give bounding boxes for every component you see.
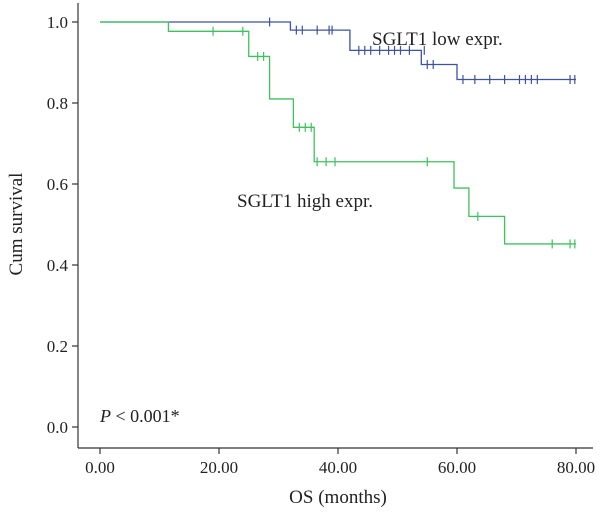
y-tick-label-5: 1.0 [47, 13, 68, 32]
y-axis-label: Cum survival [6, 173, 27, 276]
y-tick-label-3: 0.6 [47, 175, 68, 194]
y-tick-label-4: 0.8 [47, 94, 68, 113]
p-value-text: < 0.001* [111, 406, 180, 426]
y-tick-label-2: 0.4 [47, 256, 69, 275]
x-tick-label-2: 40.00 [319, 458, 357, 477]
axes: 0.0 0.2 0.4 0.6 0.8 1.0 0.00 20.00 40.00 60.00 80… [47, 3, 595, 477]
y-ticks: 0.0 0.2 0.4 0.6 0.8 1.0 [47, 13, 78, 437]
x-ticks: 0.00 20.00 40.00 60.00 80.00 [85, 448, 595, 477]
series-label-high: SGLT1 high expr. [237, 191, 373, 212]
p-value-symbol: P [99, 406, 111, 426]
series-label-low: SGLT1 low expr. [372, 29, 503, 50]
y-tick-label-1: 0.2 [47, 337, 68, 356]
x-tick-label-1: 20.00 [200, 458, 238, 477]
series-0 [100, 17, 576, 85]
plot-area [100, 17, 576, 249]
y-tick-label-0: 0.0 [47, 418, 68, 437]
p-value-annotation: P < 0.001* [99, 406, 180, 426]
x-tick-label-3: 60.00 [438, 458, 476, 477]
series-1-step-line [100, 21, 576, 245]
x-tick-label-0: 0.00 [85, 458, 115, 477]
x-axis-label: OS (months) [289, 487, 387, 508]
series-1 [100, 21, 576, 249]
series-0-step-line [100, 21, 576, 81]
x-tick-label-4: 80.00 [557, 458, 595, 477]
